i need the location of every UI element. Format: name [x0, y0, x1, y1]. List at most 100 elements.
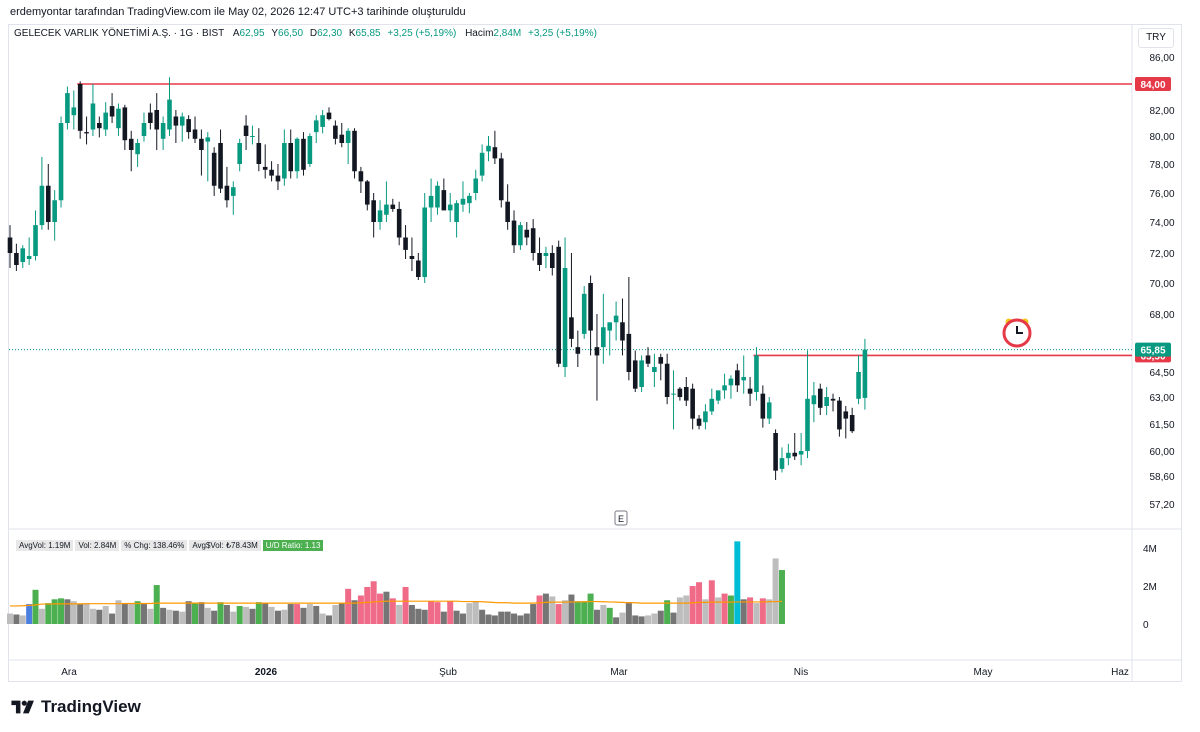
candle-body	[492, 147, 498, 159]
volume-bar	[166, 609, 173, 624]
volume-bar	[504, 611, 511, 624]
volume-bar	[306, 604, 313, 624]
candle-body	[613, 315, 619, 323]
candle-body	[275, 175, 281, 182]
candle-body	[620, 322, 625, 341]
candle-body	[250, 136, 255, 137]
candle-body	[371, 200, 376, 222]
candle-body	[569, 317, 574, 339]
candle-body	[167, 99, 172, 130]
candle-body	[632, 360, 638, 389]
candle-body	[556, 246, 561, 364]
candle-body	[77, 84, 83, 131]
earnings-marker-label: E	[618, 514, 624, 524]
volume-bar	[619, 612, 626, 624]
candle-body	[7, 237, 13, 253]
candle-body	[269, 169, 274, 176]
volume-bar	[479, 609, 486, 624]
volume-bar	[185, 601, 192, 624]
resistance-price-label: 84,00	[1140, 80, 1165, 91]
candle-body	[798, 451, 804, 455]
volume-bar	[370, 581, 377, 624]
avg-volume-line	[10, 600, 782, 607]
price-change: +3,25 (+5,19%)	[387, 28, 457, 39]
volume-bar	[523, 613, 530, 624]
candle-body	[39, 185, 45, 226]
symbol-name[interactable]: GELECEK VARLIK YÖNETİMİ A.Ş. · 1G · BIST	[14, 28, 225, 39]
volume-bar	[179, 611, 186, 624]
candle-body	[735, 370, 740, 386]
candle-body	[377, 210, 383, 222]
volume-bar	[778, 570, 785, 624]
volume-bar	[485, 614, 492, 624]
low-value: 62,30	[317, 28, 343, 39]
y-tick-label: 64,50	[1149, 368, 1174, 379]
candle-body	[307, 136, 313, 164]
volume-bar	[440, 611, 447, 624]
volume-bar	[689, 586, 696, 624]
y-tick-label: 80,00	[1149, 132, 1174, 143]
avg-dollar-volume-stat: Avg$Vol: ₺78.43M	[189, 540, 261, 551]
candle-body	[830, 398, 836, 401]
tradingview-logo[interactable]: TradingView	[10, 697, 141, 717]
ud-ratio-stat: U/D Ratio: 1.13	[262, 540, 324, 551]
volume-bar	[287, 604, 294, 624]
candle-body	[498, 158, 504, 201]
volume-bar	[128, 603, 135, 624]
volume-bar	[96, 609, 103, 624]
volume-bar	[491, 615, 498, 624]
candle-body	[116, 108, 121, 129]
candle-body	[677, 388, 683, 397]
volume-bar	[625, 602, 632, 624]
candle-body	[550, 253, 555, 268]
candle-body	[409, 256, 415, 259]
volume-bar	[262, 603, 269, 624]
x-tick-label: Mar	[610, 667, 628, 678]
candle-body	[530, 228, 536, 253]
volume-key: Hacim	[465, 28, 494, 39]
candle-body	[428, 195, 434, 208]
candle-body	[320, 115, 325, 127]
candle-body	[160, 123, 166, 139]
y-tick-label: 76,00	[1149, 189, 1174, 200]
x-tick-label: Nis	[794, 667, 808, 678]
candle-body	[460, 198, 466, 205]
candle-body	[537, 253, 542, 265]
candle-body	[52, 200, 57, 222]
candle-body	[518, 225, 523, 246]
currency-button[interactable]: TRY	[1138, 28, 1174, 48]
volume-bar	[530, 604, 537, 624]
volume-bar	[574, 601, 581, 624]
volume-bar	[683, 595, 690, 624]
high-value: 66,50	[278, 28, 304, 39]
candle-body	[447, 204, 453, 211]
candle-body	[543, 253, 549, 256]
candle-body	[45, 185, 51, 222]
candle-body	[294, 138, 300, 172]
volume-bar	[408, 605, 415, 624]
volume-bar	[230, 611, 237, 624]
candle-body	[14, 253, 19, 265]
candle-body	[581, 293, 587, 334]
candle-body	[339, 134, 345, 143]
high-key: Y	[271, 28, 279, 39]
close-key: K	[348, 28, 356, 39]
x-tick-label: Ara	[61, 667, 77, 678]
x-tick-label: Haz	[1111, 667, 1129, 678]
candle-body	[511, 220, 517, 246]
candle-body	[326, 112, 332, 120]
volume-bar	[587, 593, 594, 624]
volume-bar	[772, 558, 779, 624]
candle-body	[173, 116, 179, 126]
candle-body	[224, 185, 230, 201]
volume-bar	[613, 617, 620, 624]
volume-value: 2,84M	[493, 28, 522, 39]
low-key: D	[309, 28, 318, 39]
open-value: 62,95	[239, 28, 265, 39]
candle-body	[779, 458, 785, 469]
candle-body	[824, 397, 829, 406]
volume-bar	[415, 608, 422, 624]
volume-bar	[753, 603, 760, 624]
volume-bar	[511, 613, 518, 624]
